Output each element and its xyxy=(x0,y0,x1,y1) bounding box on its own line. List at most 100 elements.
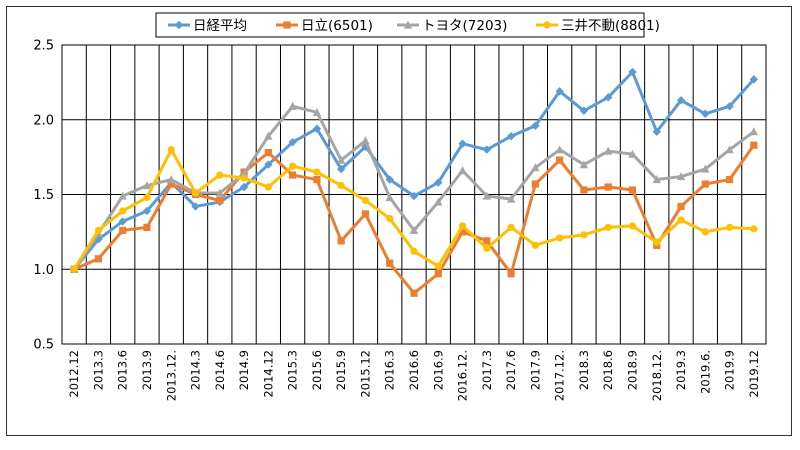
data-point xyxy=(653,238,661,246)
x-tick-label: 2015.3 xyxy=(286,350,300,390)
data-point xyxy=(482,145,492,154)
data-point xyxy=(556,234,564,242)
data-point xyxy=(628,67,637,77)
data-point xyxy=(337,181,345,190)
data-point xyxy=(385,175,394,184)
legend-label: 日経平均 xyxy=(193,18,247,34)
data-point xyxy=(167,175,176,184)
x-tick-label: 2013.3 xyxy=(91,350,105,390)
x-tick-label: 2019.12 xyxy=(747,350,761,398)
x-tick-label: 2014.3 xyxy=(189,350,203,390)
legend-swatch-marker xyxy=(283,21,291,29)
data-point xyxy=(652,175,661,184)
data-point xyxy=(336,164,346,174)
x-tick-label: 2019.9 xyxy=(723,350,737,390)
legend-swatch-marker xyxy=(403,20,413,29)
data-point xyxy=(386,259,394,267)
x-tick-label: 2019.3 xyxy=(674,350,688,390)
data-point xyxy=(604,93,613,102)
data-point xyxy=(750,141,758,149)
data-point xyxy=(506,194,516,203)
legend-label: 三井不動(8801) xyxy=(561,18,660,34)
series-line xyxy=(73,144,756,295)
data-point xyxy=(361,142,370,151)
data-point xyxy=(240,174,248,182)
data-point xyxy=(142,181,152,190)
x-tick-label: 2017.12. xyxy=(553,350,567,401)
data-point xyxy=(289,162,297,170)
data-point xyxy=(483,244,491,252)
data-point xyxy=(167,146,175,154)
data-point xyxy=(750,225,758,233)
x-tick-label: 2013.9 xyxy=(140,350,154,390)
x-tick-label: 2015.12 xyxy=(358,350,372,398)
x-tick-label: 2016.12. xyxy=(456,350,470,401)
data-point xyxy=(361,136,370,145)
data-point xyxy=(482,191,492,200)
legend-label: トヨタ(7203) xyxy=(422,18,507,34)
data-point xyxy=(531,180,539,188)
data-point xyxy=(531,241,539,249)
x-tick-label: 2013.12. xyxy=(164,350,178,401)
x-tick-label: 2013.6 xyxy=(116,350,130,390)
data-point xyxy=(264,183,272,191)
data-point xyxy=(94,226,103,234)
data-point xyxy=(361,196,370,205)
data-point xyxy=(288,137,297,147)
data-point xyxy=(725,145,734,154)
data-point xyxy=(94,235,103,244)
data-point xyxy=(628,222,637,230)
data-point xyxy=(725,175,734,184)
data-point xyxy=(264,131,273,140)
data-point xyxy=(215,188,224,197)
x-tick-label: 2018.6 xyxy=(601,350,615,390)
y-tick-label: 2.5 xyxy=(33,39,54,54)
x-tick-label: 2014.9 xyxy=(237,350,251,390)
data-point xyxy=(604,146,613,155)
data-point xyxy=(336,155,346,164)
data-point xyxy=(604,223,612,231)
axis-layer: 0.5 1.0 1.5 2.0 2.5 2012.12 2013.3 2013.6 2013.9… xyxy=(33,39,761,402)
data-point xyxy=(119,226,127,234)
data-point xyxy=(677,202,685,211)
data-point xyxy=(118,191,127,200)
data-point xyxy=(143,223,151,231)
legend-swatch-marker xyxy=(174,20,184,30)
data-point xyxy=(216,171,224,179)
x-tick-label: 2019.6. xyxy=(698,350,712,394)
data-point xyxy=(434,262,442,270)
data-point xyxy=(676,96,686,105)
data-point xyxy=(142,206,152,216)
data-point xyxy=(264,149,272,157)
data-point xyxy=(507,270,515,278)
data-point xyxy=(579,160,589,169)
data-point xyxy=(143,193,151,202)
x-tick-label: 2017.6 xyxy=(504,350,518,390)
data-point xyxy=(409,191,419,201)
data-point xyxy=(312,107,322,116)
x-tick-label: 2018.12. xyxy=(650,350,664,401)
data-point xyxy=(531,163,540,172)
chart-frame xyxy=(6,6,792,436)
x-tick-label: 2017.9 xyxy=(528,350,542,390)
y-tick-label: 1.0 xyxy=(33,263,54,278)
series-2 xyxy=(70,141,758,297)
data-point xyxy=(628,186,637,194)
data-point xyxy=(70,265,78,273)
data-point xyxy=(507,223,515,231)
data-point xyxy=(458,228,467,236)
data-point xyxy=(506,131,516,141)
y-tick-label: 2.0 xyxy=(33,113,54,128)
data-point xyxy=(191,202,200,211)
data-point xyxy=(434,197,443,206)
data-point xyxy=(652,127,661,136)
data-point xyxy=(288,101,297,110)
data-point xyxy=(701,109,710,118)
data-point xyxy=(385,193,394,202)
x-tick-label: 2014.6 xyxy=(213,350,227,390)
data-point xyxy=(386,214,394,223)
data-point xyxy=(264,160,273,169)
x-tick-label: 2015.9 xyxy=(334,350,348,390)
data-point xyxy=(580,231,588,239)
data-point xyxy=(409,225,419,234)
